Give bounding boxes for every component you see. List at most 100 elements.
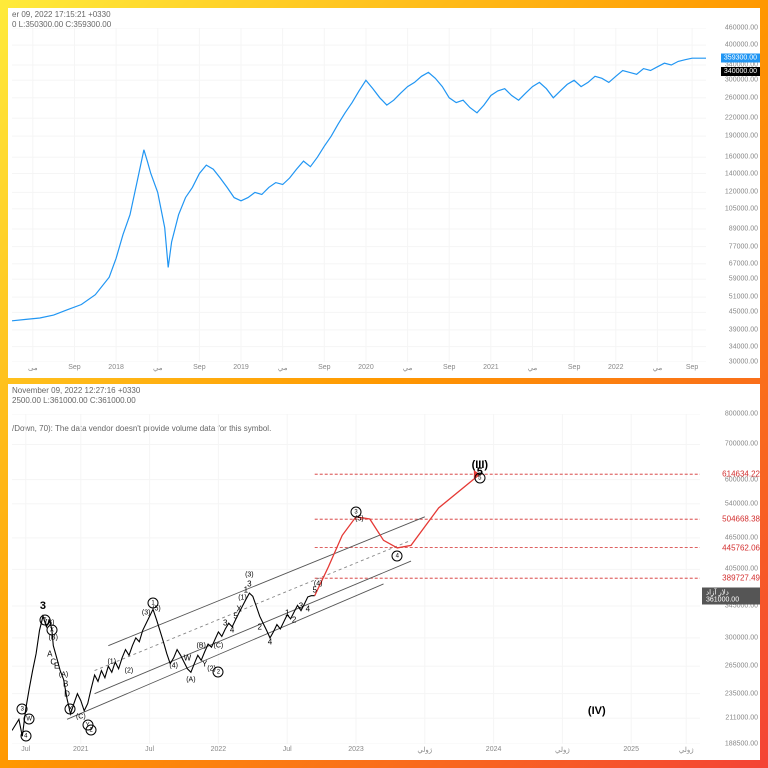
x-tick-label: Jul (21, 746, 30, 753)
x-tick-label: 2024 (486, 746, 502, 753)
y-tick-label: 700000.00 (725, 441, 758, 448)
x-tick-label: مي (278, 364, 288, 372)
y-tick-label: 260000.00 (725, 94, 758, 101)
fib-level-label: 445762.06 (722, 543, 760, 552)
elliott-wave-label: (5) (152, 606, 161, 613)
x-tick-label: ژولي (417, 746, 432, 754)
x-tick-label: Jul (283, 746, 292, 753)
elliott-wave-label: 3 (17, 703, 28, 714)
x-tick-label: Sep (68, 364, 80, 371)
x-tick-label: Sep (193, 364, 205, 371)
top-chart-area[interactable] (12, 28, 706, 362)
y-tick-label: 220000.00 (725, 115, 758, 122)
bottom-chart-area[interactable]: 43W35(B)X(B)ACE(A)BDX(C)Y2(1)(2)(3)1(5)(… (12, 414, 700, 744)
elliott-wave-label: 4 (230, 626, 234, 635)
x-tick-label: 2021 (483, 364, 499, 371)
x-tick-label: مي (528, 364, 538, 372)
elliott-wave-label: X (65, 703, 76, 714)
bottom-chart-panel: November 09, 2022 12:27:16 +0330 2500.00… (8, 384, 760, 760)
elliott-wave-label: 4 (306, 605, 310, 614)
bottom-ohlc: 2500.00 L:361000.00 C:361000.00 (12, 396, 140, 406)
elliott-wave-label: 3 (247, 579, 251, 588)
x-tick-label: Sep (443, 364, 455, 371)
y-tick-label: 120000.00 (725, 189, 758, 196)
y-tick-label: 34000.00 (729, 343, 758, 350)
y-tick-label: 77000.00 (729, 243, 758, 250)
elliott-wave-label: 3 (299, 602, 303, 611)
top-timestamp: er 09, 2022 17:15:21 +0330 (12, 10, 111, 20)
x-tick-label: می (28, 364, 38, 372)
x-tick-label: 2020 (358, 364, 374, 371)
x-tick-label: Jul (145, 746, 154, 753)
fib-level-label: 504668.38 (722, 515, 760, 524)
elliott-wave-label: B (63, 680, 68, 689)
elliott-wave-label: (1) (107, 658, 116, 665)
y-tick-label: 405000.00 (725, 566, 758, 573)
y-tick-label: 30000.00 (729, 359, 758, 366)
y-tick-label: 39000.00 (729, 326, 758, 333)
x-tick-label: 2022 (608, 364, 624, 371)
symbol-price-badge: دلار آزاد 361000.00 (702, 587, 760, 604)
current-price-badge: 359300.00 (721, 54, 760, 63)
elliott-wave-label: (IV) (588, 705, 606, 717)
elliott-wave-label: 3 (223, 619, 227, 628)
y-tick-label: 67000.00 (729, 260, 758, 267)
elliott-wave-label: W (184, 653, 192, 662)
bottom-y-axis: 800000.00700000.00600000.00540000.004650… (702, 414, 760, 744)
elliott-wave-label: X (236, 605, 241, 614)
elliott-wave-label: 2 (292, 615, 296, 624)
y-tick-label: 188500.00 (725, 741, 758, 748)
top-price-line (12, 28, 706, 362)
elliott-wave-label: (B) (197, 642, 206, 649)
x-tick-label: 2023 (348, 746, 364, 753)
elliott-wave-label: 2 (213, 667, 224, 678)
elliott-wave-label: (2) (125, 667, 134, 674)
y-tick-label: 460000.00 (725, 25, 758, 32)
elliott-wave-label: 4 (392, 550, 403, 561)
elliott-wave-label: 1 (285, 608, 289, 617)
y-tick-label: 265000.00 (725, 663, 758, 670)
elliott-wave-label: E (54, 662, 59, 671)
x-tick-label: 2019 (233, 364, 249, 371)
price-sub-badge: 340000.00 (721, 67, 760, 76)
elliott-wave-label: 3 (40, 600, 46, 612)
x-tick-label: 2025 (623, 746, 639, 753)
elliott-wave-label: (3) (142, 609, 151, 616)
top-x-axis: میSep2018ميSep2019ميSep2020ميSep2021ميSe… (12, 364, 706, 376)
elliott-wave-label: 4 (268, 637, 272, 646)
y-tick-label: 540000.00 (725, 500, 758, 507)
y-tick-label: 190000.00 (725, 133, 758, 140)
y-tick-label: 300000.00 (725, 77, 758, 84)
fib-level-label: 389727.49 (722, 574, 760, 583)
elliott-wave-label: (4) (314, 580, 323, 587)
y-tick-label: 45000.00 (729, 309, 758, 316)
y-tick-label: 800000.00 (725, 411, 758, 418)
elliott-wave-label: D (64, 689, 70, 698)
elliott-wave-label: (B) (49, 634, 58, 641)
y-tick-label: 140000.00 (725, 170, 758, 177)
x-tick-label: Sep (318, 364, 330, 371)
elliott-wave-label: (3) (245, 572, 254, 579)
y-tick-label: 211000.00 (725, 715, 758, 722)
fib-level-label: 614634.22 (722, 470, 760, 479)
elliott-wave-label: W (24, 714, 35, 725)
elliott-wave-label: (5) (355, 516, 364, 523)
elliott-wave-label: 2 (257, 622, 261, 631)
y-tick-label: 89000.00 (729, 225, 758, 232)
elliott-wave-label: 4 (20, 731, 31, 742)
y-tick-label: 59000.00 (729, 276, 758, 283)
bottom-timestamp: November 09, 2022 12:27:16 +0330 (12, 386, 140, 396)
x-tick-label: Sep (568, 364, 580, 371)
top-chart-panel: er 09, 2022 17:15:21 +0330 0 L:350300.00… (8, 8, 760, 378)
y-tick-label: 400000.00 (725, 42, 758, 49)
top-y-axis: 460000.00 400000.00 340000.00300000.00 2600… (708, 28, 760, 362)
y-tick-label: 235000.00 (725, 690, 758, 697)
y-tick-label: 465000.00 (725, 534, 758, 541)
y-tick-label: 105000.00 (725, 205, 758, 212)
x-tick-label: ژولي (555, 746, 570, 754)
x-tick-label: ژولي (679, 746, 694, 754)
elliott-wave-label: (A) (59, 672, 68, 679)
x-tick-label: مي (153, 364, 163, 372)
elliott-wave-label: (1) (238, 594, 247, 601)
bottom-price-line (12, 414, 700, 744)
